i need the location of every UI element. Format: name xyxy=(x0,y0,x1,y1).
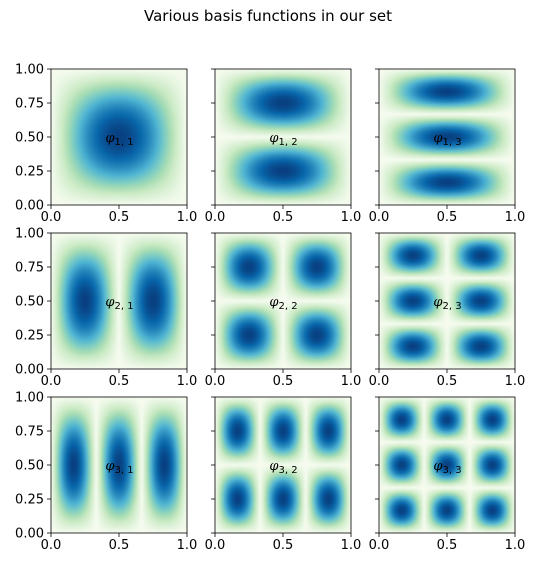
basis-subscript: 3, 1 xyxy=(115,465,134,476)
heatmap-2-1 xyxy=(51,233,187,369)
x-tick-label: 0.5 xyxy=(109,374,130,389)
basis-subscript: 1, 1 xyxy=(115,137,134,148)
heatmap-1-2 xyxy=(215,69,351,205)
x-tick-label: 0.0 xyxy=(369,538,390,553)
basis-symbol: φ xyxy=(433,459,443,474)
basis-symbol: φ xyxy=(105,459,115,474)
basis-subscript: 3, 3 xyxy=(443,465,462,476)
basis-label-1-1: φ1, 1 xyxy=(105,131,133,148)
basis-subscript: 3, 2 xyxy=(279,465,298,476)
basis-symbol: φ xyxy=(433,295,443,310)
y-tick-label: 0.00 xyxy=(15,199,44,214)
y-tick-label: 0.25 xyxy=(15,329,44,344)
basis-label-2-2: φ2, 2 xyxy=(269,295,297,312)
basis-label-1-2: φ1, 2 xyxy=(269,131,297,148)
x-tick-label: 1.0 xyxy=(177,374,198,389)
y-tick-label: 1.00 xyxy=(15,391,44,406)
basis-symbol: φ xyxy=(269,459,279,474)
x-tick-label: 0.0 xyxy=(41,374,62,389)
x-tick-label: 0.5 xyxy=(273,374,294,389)
x-tick-label: 1.0 xyxy=(177,210,198,225)
x-tick-label: 1.0 xyxy=(505,210,526,225)
basis-subscript: 1, 3 xyxy=(443,137,462,148)
y-tick-label: 0.75 xyxy=(15,261,44,276)
heatmap-3-1 xyxy=(51,397,187,533)
y-tick-label: 0.50 xyxy=(15,295,44,310)
y-tick-label: 0.50 xyxy=(15,131,44,146)
y-tick-label: 1.00 xyxy=(15,63,44,78)
heatmap-2-2 xyxy=(215,233,351,369)
x-tick-label: 0.0 xyxy=(205,210,226,225)
basis-label-2-1: φ2, 1 xyxy=(105,295,133,312)
x-tick-label: 1.0 xyxy=(341,538,362,553)
heatmap-1-3 xyxy=(379,69,515,205)
x-tick-label: 0.0 xyxy=(369,210,390,225)
basis-label-1-3: φ1, 3 xyxy=(433,131,461,148)
panel-phi-1-3: 0.0 0.5 1.0 φ1, 3 xyxy=(369,68,526,225)
x-tick-label: 0.0 xyxy=(205,538,226,553)
x-tick-label: 1.0 xyxy=(177,538,198,553)
y-tick-label: 0.00 xyxy=(15,363,44,378)
panel-phi-2-3: 0.0 0.5 1.0 φ2, 3 xyxy=(369,232,526,389)
basis-subscript: 2, 1 xyxy=(115,301,134,312)
basis-label-3-1: φ3, 1 xyxy=(105,459,133,476)
x-tick-label: 0.0 xyxy=(41,538,62,553)
heatmap-1-1 xyxy=(51,69,187,205)
x-tick-label: 0.5 xyxy=(109,538,130,553)
x-tick-label: 0.0 xyxy=(205,374,226,389)
basis-subscript: 2, 2 xyxy=(279,301,298,312)
x-tick-label: 0.5 xyxy=(437,210,458,225)
x-tick-label: 0.5 xyxy=(273,210,294,225)
x-tick-label: 1.0 xyxy=(505,374,526,389)
x-tick-label: 1.0 xyxy=(341,374,362,389)
y-tick-label: 0.25 xyxy=(15,493,44,508)
panel-phi-3-3: 0.0 0.5 1.0 φ3, 3 xyxy=(369,396,526,553)
x-tick-label: 1.0 xyxy=(341,210,362,225)
heatmap-2-3 xyxy=(379,233,515,369)
y-tick-label: 0.25 xyxy=(15,165,44,180)
basis-symbol: φ xyxy=(105,131,115,146)
x-tick-label: 1.0 xyxy=(505,538,526,553)
panel-phi-3-2: 0.0 0.5 1.0 φ3, 2 xyxy=(205,396,362,553)
x-tick-label: 0.0 xyxy=(369,374,390,389)
y-tick-label: 0.75 xyxy=(15,425,44,440)
y-tick-label: 1.00 xyxy=(15,227,44,242)
panel-phi-1-2: 0.0 0.5 1.0 φ1, 2 xyxy=(205,68,362,225)
basis-label-3-2: φ3, 2 xyxy=(269,459,297,476)
basis-label-2-3: φ2, 3 xyxy=(433,295,461,312)
x-tick-label: 0.5 xyxy=(109,210,130,225)
basis-label-3-3: φ3, 3 xyxy=(433,459,461,476)
basis-symbol: φ xyxy=(105,295,115,310)
figure-title: Various basis functions in our set xyxy=(143,7,392,25)
y-tick-label: 0.00 xyxy=(15,527,44,542)
x-tick-label: 0.5 xyxy=(437,374,458,389)
panel-phi-2-1: 0.0 0.5 1.0 0.00 0.25 0.50 0.75 1.00 φ2, 1 xyxy=(15,227,197,390)
basis-subscript: 1, 2 xyxy=(279,137,298,148)
heatmap-3-2 xyxy=(215,397,351,533)
y-tick-label: 0.75 xyxy=(15,97,44,112)
basis-symbol: φ xyxy=(269,131,279,146)
basis-symbol: φ xyxy=(269,295,279,310)
x-tick-label: 0.5 xyxy=(273,538,294,553)
basis-subscript: 2, 3 xyxy=(443,301,462,312)
x-tick-label: 0.0 xyxy=(41,210,62,225)
heatmap-3-3 xyxy=(379,397,515,533)
panel-phi-3-1: 0.0 0.5 1.0 0.00 0.25 0.50 0.75 1.00 φ3, 1 xyxy=(15,391,197,554)
x-tick-label: 0.5 xyxy=(437,538,458,553)
basis-symbol: φ xyxy=(433,131,443,146)
y-tick-label: 0.50 xyxy=(15,459,44,474)
panel-phi-2-2: 0.0 0.5 1.0 φ2, 2 xyxy=(205,232,362,389)
panel-phi-1-1: 0.0 0.5 1.0 0.00 0.25 0.50 0.75 1.00 φ1, 1 xyxy=(15,63,197,226)
